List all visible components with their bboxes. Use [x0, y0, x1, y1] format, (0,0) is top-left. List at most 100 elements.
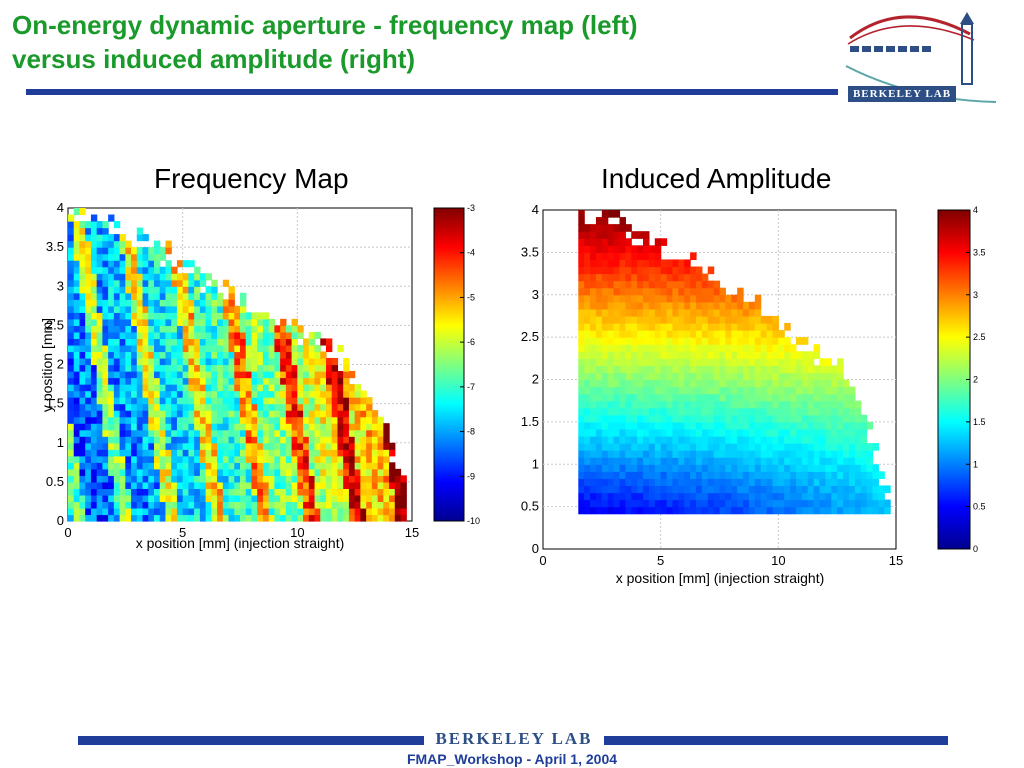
heatmap-cell — [113, 305, 121, 313]
heatmap-cell — [743, 506, 750, 515]
heatmap-cell — [222, 305, 230, 313]
heatmap-cell — [308, 364, 316, 372]
heatmap-cell — [772, 506, 779, 515]
heatmap-cell — [637, 485, 644, 494]
heatmap-cell — [303, 481, 310, 489]
heatmap-cell — [268, 475, 275, 483]
heatmap-cell — [148, 371, 155, 379]
heatmap-cell — [154, 247, 161, 255]
heatmap-cell — [625, 485, 632, 494]
heatmap-cell — [182, 338, 189, 346]
heatmap-cell — [85, 299, 92, 307]
heatmap-cell — [795, 428, 803, 437]
heatmap-cell — [778, 337, 785, 345]
heatmap-cell — [590, 379, 597, 388]
heatmap-cell — [784, 358, 791, 366]
heatmap-cell — [695, 358, 703, 366]
heatmap-cell — [154, 357, 161, 366]
heatmap-cell — [360, 514, 367, 522]
heatmap-cell — [194, 514, 201, 522]
heatmap-cell — [672, 344, 679, 352]
heatmap-cell — [245, 416, 253, 424]
heatmap-cell — [303, 468, 310, 476]
heatmap-cell — [790, 407, 797, 416]
heatmap-cell — [684, 372, 691, 381]
heatmap-cell — [690, 252, 697, 261]
heatmap-cell — [719, 450, 726, 458]
heatmap-cell — [666, 379, 674, 388]
heatmap-cell — [314, 507, 321, 516]
heatmap-cell — [360, 475, 367, 483]
heatmap-cell — [285, 468, 293, 476]
heatmap-cell — [251, 357, 258, 366]
heatmap-cell — [625, 506, 632, 515]
heatmap-cell — [672, 259, 679, 268]
heatmap-cell — [848, 457, 856, 465]
heatmap-cell — [136, 514, 144, 522]
heatmap-cell — [360, 488, 367, 496]
heatmap-cell — [90, 344, 98, 353]
heatmap-cell — [371, 462, 379, 470]
heatmap-cell — [291, 364, 298, 372]
heatmap-cell — [643, 273, 650, 282]
heatmap-cell — [695, 365, 703, 374]
heatmap-cell — [159, 390, 167, 398]
heatmap-cell — [148, 357, 155, 366]
heatmap-cell — [165, 377, 172, 385]
heatmap-cell — [866, 443, 874, 451]
heatmap-cell — [578, 428, 585, 437]
heatmap-cell — [637, 344, 644, 352]
heatmap-cell — [240, 481, 247, 489]
heatmap-cell — [660, 273, 668, 282]
heatmap-cell — [625, 443, 632, 451]
heatmap-cell — [188, 403, 195, 411]
heatmap-cell — [251, 501, 258, 509]
heatmap-cell — [383, 468, 390, 476]
heatmap-cell — [85, 397, 92, 405]
heatmap-cell — [666, 443, 674, 451]
heatmap-cell — [251, 384, 258, 392]
heatmap-cell — [68, 384, 75, 392]
heatmap-cell — [748, 400, 756, 409]
heatmap-cell — [171, 416, 178, 424]
heatmap-cell — [182, 429, 189, 437]
heatmap-cell — [326, 449, 333, 457]
heatmap-cell — [778, 372, 785, 381]
heatmap-cell — [648, 301, 656, 310]
heatmap-cell — [73, 292, 81, 300]
heatmap-cell — [819, 379, 826, 388]
heatmap-cell — [73, 299, 81, 307]
heatmap-cell — [102, 318, 109, 326]
heatmap-cell — [119, 279, 126, 287]
heatmap-cell — [326, 475, 333, 483]
heatmap-cell — [348, 410, 356, 418]
heatmap-cell — [748, 414, 756, 423]
heatmap-cell — [131, 514, 138, 522]
heatmap-cell — [843, 499, 850, 508]
heatmap-cell — [678, 294, 685, 303]
heatmap-cell — [784, 323, 791, 331]
heatmap-cell — [613, 280, 621, 289]
heatmap-cell — [159, 410, 167, 418]
heatmap-cell — [285, 449, 293, 457]
heatmap-cell — [251, 455, 258, 463]
heatmap-cell — [601, 238, 609, 246]
heatmap-cell — [754, 365, 762, 374]
heatmap-cell — [119, 371, 126, 379]
heatmap-cell — [595, 273, 603, 282]
heatmap-cell — [102, 325, 109, 333]
heatmap-cell — [366, 449, 373, 457]
heatmap-cell — [268, 338, 275, 346]
heatmap-cell — [601, 464, 609, 472]
heatmap-cell — [131, 377, 138, 385]
frequency-map-title: Frequency Map — [154, 163, 349, 194]
heatmap-cell — [854, 421, 862, 430]
heatmap-cell — [262, 507, 270, 516]
heatmap-cell — [211, 429, 218, 437]
heatmap-cell — [194, 384, 201, 392]
heatmap-cell — [371, 481, 379, 489]
heatmap-cell — [291, 429, 298, 437]
heatmap-cell — [690, 351, 697, 359]
heatmap-cell — [819, 386, 826, 395]
heatmap-cell — [165, 292, 172, 300]
